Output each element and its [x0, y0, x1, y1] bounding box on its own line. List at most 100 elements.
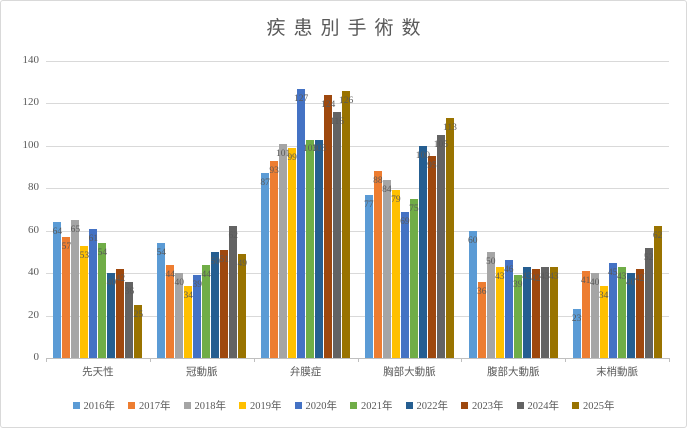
- bar-s0-c1: [157, 243, 166, 358]
- bar-s3-c4: [495, 266, 504, 358]
- legend-label-2022: 2022年: [416, 401, 449, 412]
- bar-value-label-s6-c2: 103: [311, 144, 327, 155]
- bar-s3-c1: [184, 285, 193, 358]
- legend-item-2019: 2019年: [239, 398, 282, 413]
- legend-swatch-2021: [350, 402, 357, 409]
- legend-item-2023: 2023年: [461, 398, 504, 413]
- bar-value-label-s2-c0: 65: [70, 225, 81, 236]
- bar-value-label-s1-c5: 41: [580, 276, 591, 287]
- bar-s6-c1: [211, 251, 220, 358]
- bar-s7-c0: [116, 268, 125, 358]
- bar-s4-c1: [193, 275, 202, 358]
- gridline-40: [46, 273, 669, 275]
- x-axis-tick: [254, 358, 255, 362]
- y-axis-tick-label-140: 140: [22, 54, 40, 66]
- bar-value-label-s9-c0: 25: [133, 309, 144, 320]
- bar-value-label-s3-c3: 79: [391, 195, 401, 206]
- bar-value-label-s5-c5: 43: [616, 271, 627, 282]
- bar-s1-c5: [581, 271, 590, 358]
- bar-s9-c5: [653, 226, 662, 358]
- bar-value-label-s8-c0: 36: [124, 286, 135, 297]
- bar-s3-c5: [599, 285, 608, 358]
- legend-item-2016: 2016年: [72, 398, 115, 413]
- legend-item-2025: 2025年: [572, 398, 615, 413]
- bar-value-label-s1-c1: 44: [165, 269, 176, 280]
- legend-swatch-2022: [405, 402, 413, 409]
- x-axis-tick: [358, 358, 359, 362]
- bar-value-label-s3-c0: 53: [79, 250, 90, 261]
- bar-s6-c5: [626, 273, 635, 358]
- bar-s8-c1: [229, 226, 238, 358]
- bar-s8-c3: [436, 135, 445, 358]
- bar-s5-c2: [306, 139, 315, 358]
- bar-value-label-s4-c0: 61: [88, 233, 99, 244]
- bar-value-label-s8-c1: 62: [228, 231, 239, 242]
- bar-s2-c4: [486, 251, 495, 358]
- bar-s0-c5: [572, 309, 581, 358]
- legend-swatch-2023: [461, 402, 468, 409]
- y-axis-tick-label-60: 60: [28, 223, 39, 236]
- bar-value-label-s4-c5: 45: [607, 267, 618, 278]
- bar-value-label-s9-c4: 43: [549, 271, 559, 282]
- x-axis-label-2: 弁膜症: [289, 367, 322, 378]
- bar-s9-c1: [238, 254, 247, 358]
- bar-s4-c0: [89, 228, 98, 358]
- gridline-80: [46, 188, 669, 190]
- bar-value-label-s4-c4: 46: [504, 265, 514, 276]
- bar-s0-c4: [468, 230, 477, 358]
- bar-value-label-s9-c3: 113: [442, 123, 457, 134]
- bar-value-label-s0-c1: 54: [156, 248, 167, 259]
- legend-item-2024: 2024年: [516, 398, 559, 413]
- bar-value-label-s0-c5: 23: [571, 314, 582, 325]
- legend-label-2017: 2017年: [139, 401, 171, 412]
- legend-swatch-2018: [183, 402, 191, 409]
- x-axis-tick: [461, 358, 462, 362]
- legend-label-2018: 2018年: [194, 401, 227, 412]
- bar-value-label-s4-c1: 39: [192, 280, 203, 291]
- bar-s1-c1: [166, 264, 175, 358]
- bar-value-label-s3-c2: 99: [287, 152, 297, 163]
- bar-s1-c4: [477, 281, 486, 358]
- gridline-140: [46, 61, 669, 62]
- gridline-60: [46, 230, 669, 232]
- bar-value-label-s3-c5: 34: [598, 290, 609, 301]
- bar-value-label-s6-c5: 40: [625, 278, 636, 289]
- bar-value-label-s0-c0: 64: [52, 227, 63, 238]
- bar-s2-c3: [382, 179, 391, 358]
- bar-s8-c5: [644, 247, 653, 358]
- y-axis-tick-label-100: 100: [22, 138, 40, 151]
- bar-s2-c5: [590, 273, 599, 358]
- bar-value-label-s2-c3: 84: [382, 184, 392, 195]
- bar-value-label-s1-c0: 57: [61, 242, 72, 253]
- x-axis-tick: [150, 358, 151, 362]
- bar-s0-c2: [261, 173, 270, 358]
- bar-value-label-s9-c1: 49: [237, 259, 248, 270]
- legend-label-2023: 2023年: [472, 401, 504, 412]
- bar-s3-c3: [391, 190, 400, 358]
- bar-s5-c1: [202, 264, 211, 358]
- x-axis-label-5: 末梢動脈: [596, 367, 639, 378]
- bar-value-label-s5-c0: 54: [97, 248, 108, 259]
- bar-value-label-s2-c2: 101: [275, 148, 291, 159]
- bar-value-label-s7-c5: 42: [634, 273, 645, 284]
- bar-s6-c3: [418, 145, 427, 358]
- bar-s2-c0: [71, 220, 80, 358]
- bar-s1-c2: [270, 160, 279, 358]
- bar-value-label-s3-c1: 34: [183, 290, 194, 301]
- bar-value-label-s0-c2: 87: [260, 178, 270, 189]
- bar-value-label-s3-c4: 43: [495, 271, 505, 282]
- bar-s5-c4: [513, 275, 522, 358]
- bar-value-label-s5-c4: 39: [513, 280, 523, 291]
- legend-label-2021: 2021年: [361, 401, 393, 412]
- x-axis-tick: [565, 358, 566, 362]
- x-axis-label-3: 胸部大動脈: [383, 367, 436, 378]
- x-axis-label-1: 冠動脈: [185, 367, 218, 378]
- bar-value-label-s9-c5: 62: [652, 231, 663, 242]
- x-axis-tick: [46, 358, 47, 362]
- bar-value-label-s0-c4: 60: [468, 235, 478, 246]
- x-axis-tick: [669, 358, 670, 362]
- bar-value-label-s1-c2: 93: [269, 165, 279, 176]
- legend-item-2020: 2020年: [294, 398, 337, 413]
- x-axis-label-4: 腹部大動脈: [486, 367, 540, 378]
